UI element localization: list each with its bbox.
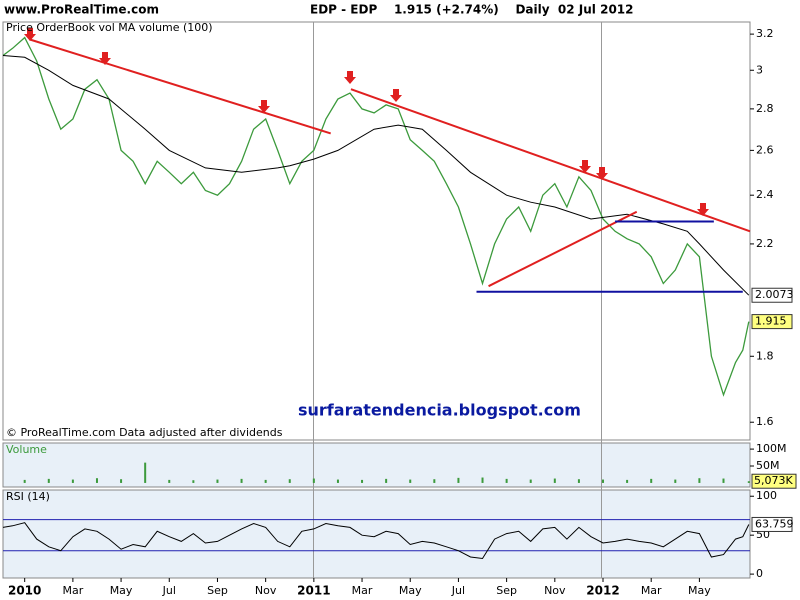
volume-bar (505, 478, 508, 483)
volume-bar (312, 478, 315, 483)
volume-bar (747, 481, 750, 483)
volume-bar (144, 462, 147, 483)
y-tick-label: 1.6 (756, 415, 774, 428)
volume-bar (577, 479, 580, 483)
volume-bar (168, 479, 171, 483)
x-tick-label: May (688, 584, 711, 597)
volume-bar (529, 479, 532, 483)
volume-bar (650, 478, 653, 483)
volume-bar (409, 479, 412, 483)
y-tick-label: 100M (756, 442, 787, 455)
y-tick-label: 100 (756, 489, 777, 502)
x-tick-label: Mar (62, 584, 83, 597)
y-tick-label: 2.4 (756, 188, 774, 201)
y-tick-label: 3 (756, 63, 763, 76)
volume-bar (361, 479, 364, 483)
value-box (751, 314, 793, 330)
value-box-label: 63.759 (755, 517, 794, 530)
trend-line (29, 38, 332, 135)
y-tick-label: 0 (756, 567, 763, 580)
ma-line (2, 55, 750, 296)
chart-title: EDP - EDP 1.915 (+2.74%) Daily 02 Jul 20… (310, 3, 634, 17)
volume-bar (457, 477, 460, 483)
y-tick-label: 1.8 (756, 349, 774, 362)
y-tick-label: 2.2 (756, 237, 774, 250)
volume-bar (698, 478, 701, 483)
volume-bar (95, 478, 98, 483)
volume-panel (2, 442, 751, 488)
y-tick-label: 3.2 (756, 27, 774, 40)
volume-bar (264, 479, 267, 483)
price-line (2, 36, 750, 397)
x-tick-label: Nov (544, 584, 566, 597)
volume-bar (288, 479, 291, 483)
volume-bar (385, 478, 388, 483)
arrow (697, 203, 709, 216)
volume-bar (602, 479, 605, 483)
value-box-label: 1.915 (755, 315, 787, 328)
volume-bar (23, 479, 26, 483)
volume-bar (240, 478, 243, 483)
x-tick-label: Jul (162, 584, 176, 597)
panel-title: RSI (14) (6, 490, 50, 503)
arrow (258, 100, 270, 113)
header-bar (0, 0, 800, 20)
rsi-line (2, 522, 750, 560)
volume-bar (120, 479, 123, 483)
x-tick-label: May (110, 584, 133, 597)
volume-bar (216, 479, 219, 483)
value-box (751, 287, 793, 303)
y-tick-label: 50M (756, 459, 780, 472)
x-tick-label: Nov (255, 584, 277, 597)
arrow (596, 167, 608, 180)
volume-bar (71, 479, 74, 483)
volume-bar (722, 478, 725, 483)
trend-line (488, 210, 638, 288)
y-tick-label: 2.6 (756, 143, 774, 156)
source-note: © ProRealTime.com Data adjusted after di… (6, 426, 283, 439)
x-tick-label: Mar (352, 584, 373, 597)
x-tick-label: 2010 (8, 584, 41, 598)
x-tick-label: Sep (496, 584, 517, 597)
arrow (344, 71, 356, 84)
volume-bar (626, 479, 629, 483)
volume-bar (553, 478, 556, 483)
volume-bar (192, 480, 195, 483)
price-panel (2, 21, 751, 441)
x-tick-label: 2012 (586, 584, 619, 598)
volume-bar (481, 477, 484, 483)
site-name: www.ProRealTime.com (4, 3, 159, 17)
volume-bar (433, 479, 436, 483)
value-box-label: 2.0073 (755, 288, 794, 301)
arrow (390, 89, 402, 102)
arrow (579, 160, 591, 173)
legend-text: Price OrderBook vol MA volume (100) (6, 21, 213, 34)
arrows (24, 28, 709, 216)
x-tick-label: Sep (207, 584, 228, 597)
value-box (751, 516, 793, 532)
trend-line (350, 88, 751, 233)
value-box (751, 473, 797, 489)
x-tick-label: 2011 (297, 584, 330, 598)
watermark: surfaratendencia.blogspot.com (298, 401, 581, 420)
x-tick-label: Mar (641, 584, 662, 597)
y-tick-label: 2.8 (756, 102, 774, 115)
volume-bar (47, 478, 50, 483)
volume-bar (674, 479, 677, 483)
rsi-panel (2, 489, 751, 579)
x-tick-label: May (399, 584, 422, 597)
volume-bar (336, 479, 339, 483)
x-tick-label: Jul (451, 584, 465, 597)
value-box-label: 5,073K (754, 474, 793, 487)
arrow (24, 28, 36, 41)
arrow (99, 52, 111, 65)
panel-title: Volume (6, 443, 47, 456)
